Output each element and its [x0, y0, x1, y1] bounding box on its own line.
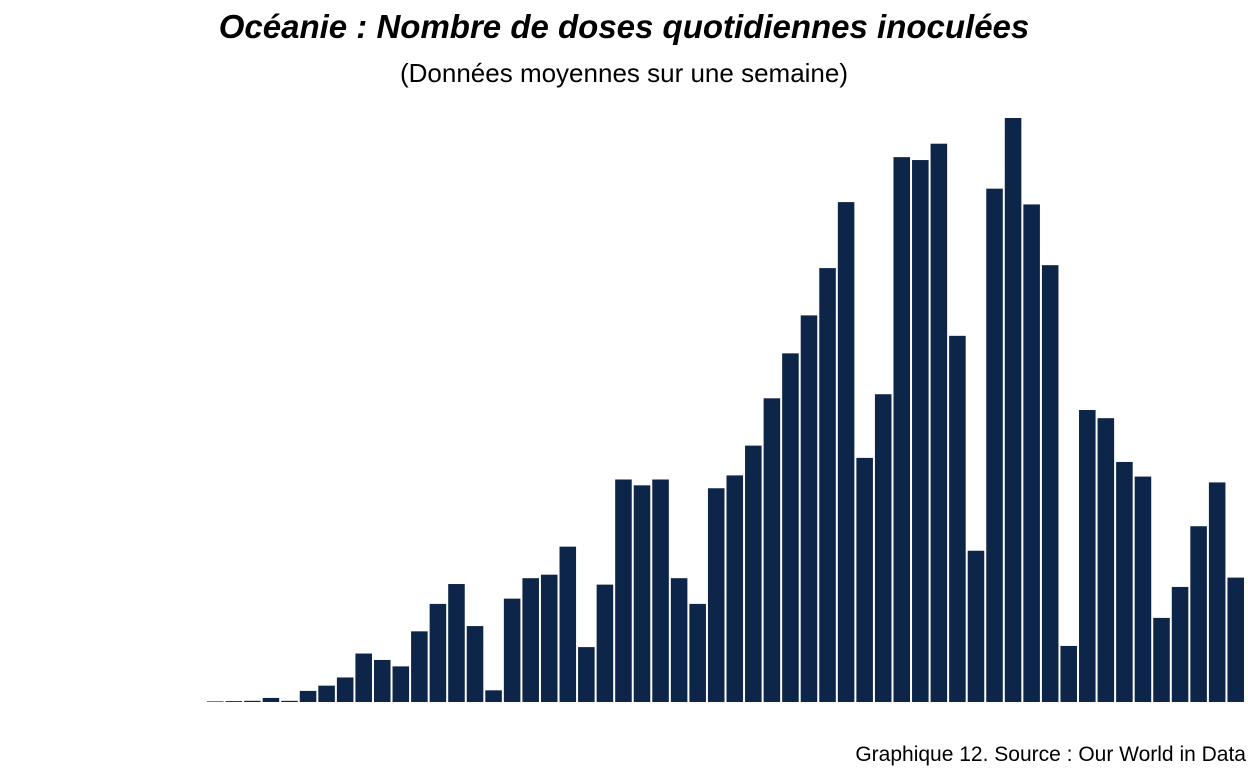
bar-51 [1134, 476, 1152, 702]
bar-43 [986, 188, 1003, 702]
bar-6 [299, 690, 317, 702]
bar-45 [1023, 204, 1040, 702]
bar-56 [1227, 577, 1244, 702]
chart-title: Océanie : Nombre de doses quotidiennes i… [218, 8, 1030, 45]
bar-36 [856, 457, 873, 702]
bar-24 [633, 485, 651, 702]
bar-3 [244, 700, 261, 702]
bar-21 [578, 647, 595, 702]
bar-54 [1190, 526, 1207, 702]
bar-32 [782, 353, 799, 702]
bar-46 [1041, 265, 1059, 702]
bar-18 [522, 578, 539, 702]
bar-19 [540, 574, 558, 702]
bar-40 [930, 143, 948, 702]
bar-7 [318, 685, 335, 702]
bar-23 [615, 479, 632, 702]
bar-8 [336, 677, 354, 702]
bar-34 [819, 268, 836, 702]
bar-20 [559, 546, 577, 702]
bar-50 [1116, 461, 1133, 702]
bar-41 [949, 335, 966, 702]
bar-33 [800, 315, 818, 702]
bar-16 [485, 690, 502, 702]
bar-48 [1079, 410, 1096, 702]
bar-52 [1153, 617, 1170, 702]
chart-subtitle: (Données moyennes sur une semaine) [399, 58, 849, 88]
bar-42 [967, 550, 985, 702]
bar-53 [1171, 586, 1189, 702]
bar-37 [874, 394, 892, 702]
bar-30 [745, 445, 762, 702]
bar-17 [503, 598, 521, 702]
bar-14 [448, 584, 465, 702]
bar-10 [373, 659, 391, 702]
chart-caption: Graphique 12. Source : Our World in Data [855, 743, 1246, 766]
bar-29 [726, 475, 744, 702]
bar-35 [837, 202, 855, 702]
bar-47 [1060, 645, 1078, 702]
bar-31 [763, 398, 781, 702]
bar-39 [912, 160, 929, 703]
bar-13 [429, 603, 447, 702]
bar-49 [1097, 418, 1115, 702]
bar-44 [1004, 118, 1022, 702]
bar-55 [1208, 482, 1226, 702]
bar-26 [670, 578, 688, 702]
bar-9 [355, 653, 372, 702]
bar-27 [689, 603, 706, 702]
bar-22 [596, 584, 614, 702]
bar-11 [392, 666, 410, 702]
bar-5 [281, 700, 298, 702]
bar-25 [652, 479, 669, 702]
bar-1 [207, 701, 224, 702]
bars-group [207, 118, 1244, 703]
bar-2 [225, 701, 243, 702]
bar-38 [893, 157, 911, 702]
bar-15 [466, 626, 484, 702]
bar-4 [262, 697, 280, 702]
bar-28 [707, 488, 725, 702]
bar-12 [411, 631, 428, 702]
